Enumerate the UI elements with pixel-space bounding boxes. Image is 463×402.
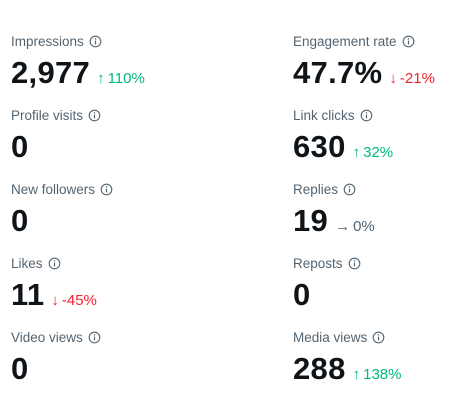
metric-label: New followers xyxy=(11,181,96,197)
metric-change: ↓ -45% xyxy=(51,292,97,309)
metric-value-row: 0 xyxy=(11,129,181,165)
metric-label-row: Media views xyxy=(293,327,463,347)
metric-value-row: 47.7% ↓ -21% xyxy=(293,55,463,91)
change-arrow: ↑ xyxy=(352,144,361,161)
metric: Link clicks 630 ↑ 32% xyxy=(293,105,463,165)
metric: Media views 288 ↑ 138% xyxy=(293,327,463,387)
metric: Engagement rate 47.7% ↓ -21% xyxy=(293,31,463,91)
change-text: 32% xyxy=(363,144,394,161)
info-icon[interactable] xyxy=(89,35,102,48)
change-text: -45% xyxy=(61,292,97,309)
metric-label-row: Likes xyxy=(11,253,181,273)
metric-change: ↑ 32% xyxy=(353,144,394,161)
change-text: 110% xyxy=(107,70,145,87)
metric-change: ↓ -21% xyxy=(389,70,435,87)
metric-value: 0 xyxy=(11,203,29,238)
info-icon[interactable] xyxy=(348,257,361,270)
metric-value: 0 xyxy=(293,277,311,312)
metric-value: 11 xyxy=(11,277,45,312)
metric-label-row: Link clicks xyxy=(293,105,463,125)
metric-label-row: Engagement rate xyxy=(293,31,463,51)
info-icon[interactable] xyxy=(343,183,356,196)
metric-change: → 0% xyxy=(335,218,375,235)
info-icon[interactable] xyxy=(48,257,61,270)
metric-label-row: Impressions xyxy=(11,31,181,51)
metric-value: 19 xyxy=(293,203,329,238)
metric: Profile visits 0 xyxy=(11,105,181,165)
metric-change: ↑ 110% xyxy=(97,70,145,87)
metric: Likes 11 ↓ -45% xyxy=(11,253,181,313)
change-arrow: ↑ xyxy=(352,366,361,383)
metric-label: Link clicks xyxy=(293,107,355,123)
metric: Video views 0 xyxy=(11,327,181,387)
info-icon[interactable] xyxy=(100,183,113,196)
metric: Replies 19 → 0% xyxy=(293,179,463,239)
metric-value-row: 19 → 0% xyxy=(293,203,463,239)
metric-change: ↑ 138% xyxy=(353,366,402,383)
metric-value-row: 630 ↑ 32% xyxy=(293,129,463,165)
metric-label: Profile visits xyxy=(11,107,84,123)
metric-label: Media views xyxy=(293,329,368,345)
metric-label: Engagement rate xyxy=(293,33,397,49)
info-icon[interactable] xyxy=(360,109,373,122)
metric-value: 2,977 xyxy=(11,55,91,90)
metric-value: 0 xyxy=(11,351,29,386)
metric-value: 47.7% xyxy=(293,55,383,90)
metric-value: 630 xyxy=(293,129,346,164)
metric-label: Impressions xyxy=(11,33,84,49)
metric-value: 288 xyxy=(293,351,346,386)
change-arrow: ↓ xyxy=(51,292,59,309)
info-icon[interactable] xyxy=(88,331,101,344)
metric: New followers 0 xyxy=(11,179,181,239)
metric-value-row: 0 xyxy=(11,351,181,387)
change-text: -21% xyxy=(399,70,435,87)
metric-value-row: 11 ↓ -45% xyxy=(11,277,181,313)
change-arrow: → xyxy=(335,218,351,235)
change-arrow: ↑ xyxy=(97,70,105,87)
info-icon[interactable] xyxy=(402,35,415,48)
metric-label-row: Video views xyxy=(11,327,181,347)
change-text: 138% xyxy=(363,366,402,383)
metric-value-row: 0 xyxy=(293,277,463,313)
metric-value-row: 0 xyxy=(11,203,181,239)
metric-label-row: Replies xyxy=(293,179,463,199)
info-icon[interactable] xyxy=(88,109,101,122)
metric-label-row: New followers xyxy=(11,179,181,199)
metric: Reposts 0 xyxy=(293,253,463,313)
metric-value-row: 288 ↑ 138% xyxy=(293,351,463,387)
metric-label: Likes xyxy=(11,255,43,271)
metric-label: Video views xyxy=(11,329,83,345)
metric-value: 0 xyxy=(11,129,29,164)
metric-value-row: 2,977 ↑ 110% xyxy=(11,55,181,91)
metric-label: Reposts xyxy=(293,255,343,271)
metric: Impressions 2,977 ↑ 110% xyxy=(11,31,181,91)
metric-label-row: Reposts xyxy=(293,253,463,273)
change-arrow: ↓ xyxy=(389,70,397,87)
metric-label: Replies xyxy=(293,181,339,197)
info-icon[interactable] xyxy=(372,331,385,344)
change-text: 0% xyxy=(353,218,375,235)
metric-label-row: Profile visits xyxy=(11,105,181,125)
